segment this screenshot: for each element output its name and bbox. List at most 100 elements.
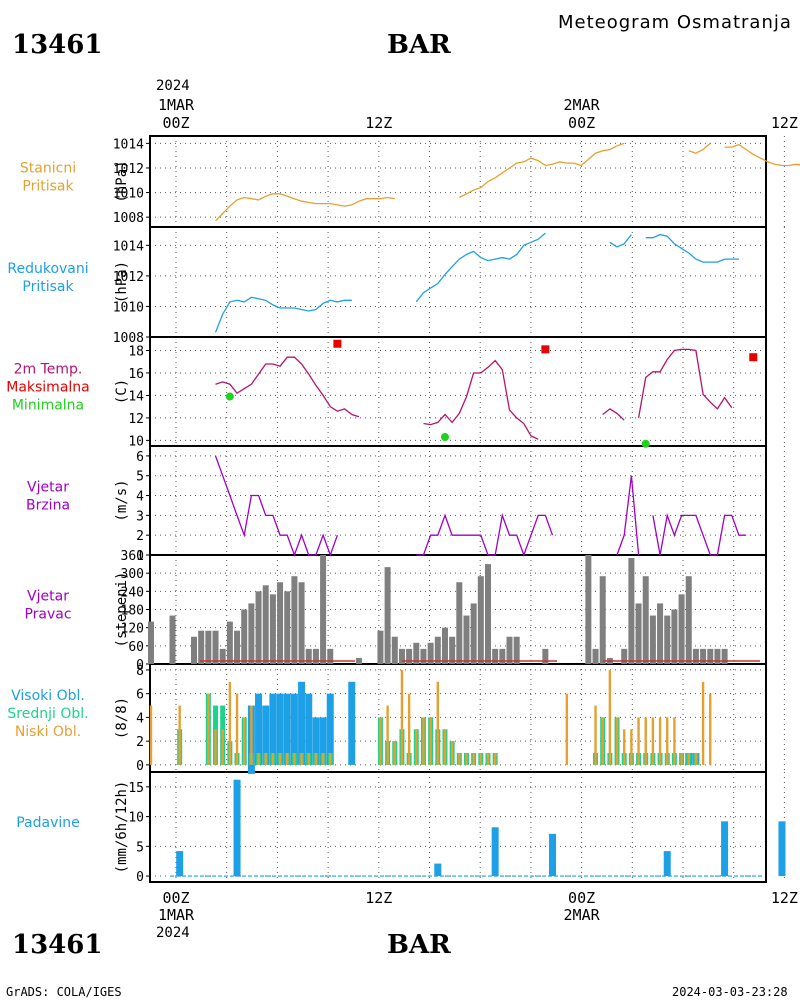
wind-direction-bar	[463, 615, 470, 664]
station-name-top: BAR	[387, 30, 451, 60]
y-tick-label: 240	[121, 585, 144, 600]
time-label-bottom: 12Z	[771, 889, 798, 907]
panel-frame	[149, 445, 767, 556]
panel-label-line: Maksimalna	[6, 380, 90, 396]
wind-direction-bar	[628, 558, 635, 664]
y-tick-label: 300	[121, 567, 144, 582]
high-cloud-bar	[326, 693, 334, 765]
day-label-bottom: 2MAR	[564, 906, 601, 924]
wind-direction-bar	[685, 576, 692, 664]
day-label-top: 1MAR	[158, 96, 195, 114]
precip-bar	[549, 833, 557, 877]
panel-frame	[149, 336, 767, 447]
wind-direction-bar	[449, 636, 456, 664]
y-tick-label: 1014	[113, 137, 144, 152]
y-tick-label: 6	[136, 688, 144, 703]
wind-direction-bar	[291, 576, 298, 664]
y-tick-label: 1008	[113, 211, 144, 226]
y-tick-label: 10	[128, 434, 144, 449]
wind-direction-bar	[320, 555, 327, 664]
station-pressure-line	[215, 142, 800, 222]
wind-direction-bar	[441, 627, 448, 664]
wind-direction-bar	[406, 648, 413, 664]
wind-direction-bar	[649, 615, 656, 664]
high-cloud-bar	[348, 681, 356, 765]
low-cloud-bar	[379, 717, 382, 765]
y-tick-label: 1	[136, 549, 144, 564]
wind-direction-bar	[255, 591, 262, 664]
low-cloud-bar	[422, 717, 425, 765]
panel-frame	[149, 771, 767, 883]
wind-direction-bar	[420, 648, 427, 664]
low-cloud-bar	[407, 693, 411, 765]
wind-direction-bar	[148, 621, 154, 664]
y-tick-label: 8	[136, 664, 144, 679]
low-cloud-bar	[666, 717, 669, 765]
wind-direction-bar	[492, 648, 499, 664]
wind-direction-bar	[700, 648, 707, 664]
low-cloud-bar	[644, 717, 647, 765]
low-cloud-bar	[400, 669, 404, 765]
precip-bar	[434, 863, 442, 877]
y-tick-label: 5	[136, 470, 144, 485]
low-cloud-bar	[630, 729, 633, 765]
high-cloud-bar	[262, 705, 270, 765]
wind-direction-bar	[657, 603, 664, 664]
high-cloud-bar	[247, 764, 255, 774]
wind-direction-bar	[277, 582, 284, 664]
high-cloud-bar	[269, 693, 277, 765]
y-tick-label: 1012	[113, 162, 144, 177]
wind-direction-bar	[585, 555, 592, 664]
low-cloud-bar	[651, 717, 655, 765]
station-id-bottom: 13461	[12, 930, 103, 960]
precip-bar	[778, 821, 786, 877]
panel-label-line: Minimalna	[12, 398, 84, 414]
y-tick-label: 6	[136, 450, 144, 465]
wind-direction-bar	[241, 609, 248, 664]
low-cloud-bar	[314, 753, 318, 765]
wind-direction-bar	[721, 648, 728, 664]
wind-direction-bar	[621, 648, 628, 664]
high-cloud-bar	[305, 693, 313, 765]
time-label-top: 12Z	[771, 114, 798, 132]
wind-direction-bar	[305, 648, 312, 664]
wind-direction-bar	[456, 582, 463, 664]
temperature-line	[215, 348, 733, 440]
meteogram-subtitle: Meteogram Osmatranja	[558, 12, 792, 33]
low-cloud-bar	[300, 753, 303, 765]
y-tick-label: 12	[128, 412, 144, 427]
low-cloud-bar	[264, 753, 267, 765]
wind-direction-bar	[477, 576, 484, 664]
high-cloud-bar	[312, 717, 320, 765]
panel-label-line: Brzina	[26, 498, 70, 514]
y-tick-label: 4	[136, 490, 144, 505]
low-cloud-bar	[429, 717, 432, 765]
low-cloud-bar	[565, 693, 569, 765]
min-temp-marker	[225, 392, 234, 401]
low-cloud-bar	[250, 705, 253, 765]
wind-direction-bar	[642, 576, 649, 664]
wind-speed-line	[214, 455, 747, 557]
low-cloud-bar	[393, 741, 396, 765]
high-cloud-bar	[255, 693, 263, 765]
wind-direction-bar	[398, 648, 405, 664]
low-cloud-bar	[601, 717, 604, 765]
panel-label-line: Vjetar	[27, 589, 69, 605]
time-axis-bottom-year: 2024	[156, 925, 190, 941]
max-temp-marker	[749, 353, 758, 362]
low-cloud-bar	[443, 729, 447, 765]
wind-direction-bar	[599, 576, 606, 664]
wind-direction-bar	[234, 630, 241, 664]
low-cloud-bar	[278, 753, 282, 765]
wind-direction-bar	[355, 657, 362, 664]
precip-bar	[233, 779, 241, 877]
low-cloud-bar	[386, 705, 389, 765]
y-tick-label: 3	[136, 509, 144, 524]
low-cloud-bar	[465, 753, 468, 765]
wind-direction-bar	[592, 648, 599, 664]
day-label-top: 2MAR	[564, 96, 601, 114]
high-cloud-bar	[276, 693, 284, 765]
wind-direction-bar	[169, 615, 176, 664]
precip-bar	[491, 827, 499, 877]
y-tick-label: 0	[136, 658, 144, 673]
